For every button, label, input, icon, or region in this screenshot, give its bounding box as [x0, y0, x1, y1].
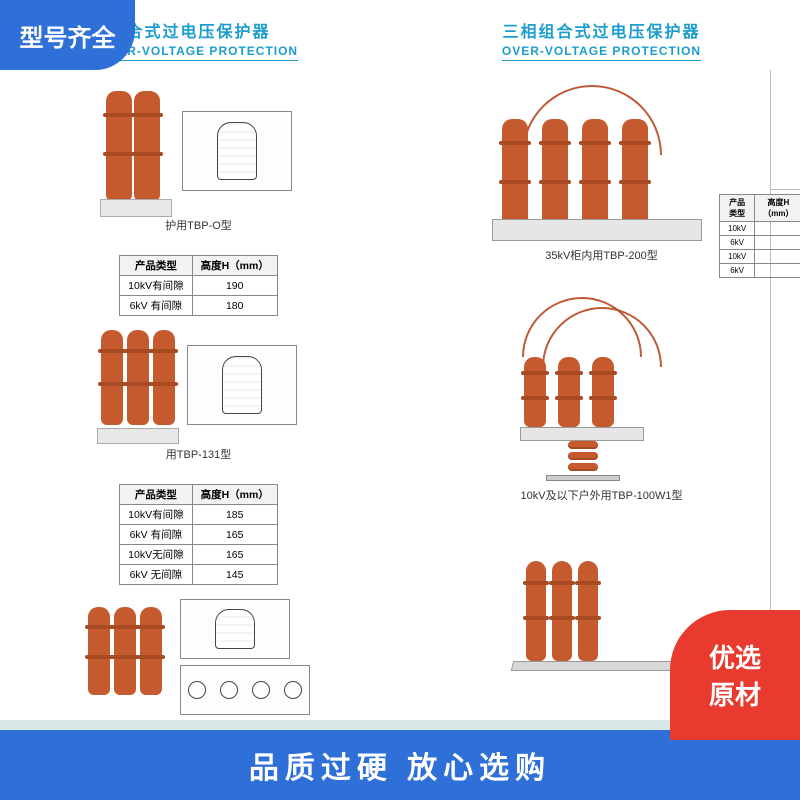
table-row: 10kV有间隙185 — [120, 505, 278, 525]
th: 高度H（mm） — [192, 485, 277, 505]
th: 高度H（mm） — [192, 256, 277, 276]
caption-r0: 35kV柜内用TBP-200型 — [545, 247, 657, 263]
tech-drawing-0 — [182, 111, 292, 191]
table-row: 10kV有间隙190 — [120, 276, 278, 296]
right-header-en: OVER-VOLTAGE PROTECTION — [502, 44, 701, 61]
footer-text: 品质过硬 放心选购 — [249, 743, 551, 787]
product-photo-3 — [88, 607, 166, 707]
product-photo-tbp-o — [106, 91, 166, 211]
table-row: 6kV 有间隙180 — [120, 296, 278, 316]
th: 产品类型 — [120, 485, 192, 505]
badge-br-line2: 原材 — [709, 675, 761, 712]
spec-table-0: 产品类型 高度H（mm） 10kV有间隙190 6kV 有间隙180 — [119, 255, 278, 316]
tech-drawing-1 — [187, 345, 297, 425]
table-row: 6kV 有间隙165 — [120, 525, 278, 545]
badge-model-complete: 型号齐全 — [0, 0, 135, 70]
left-section-1: 用TBP-131型 产品类型 高度H（mm） 10kV有间隙185 6kV 有间… — [14, 330, 383, 599]
spec-table-1: 产品类型 高度H（mm） 10kV有间隙185 6kV 有间隙165 10kV无… — [119, 484, 278, 585]
badge-premium-material: 优选 原材 — [670, 610, 800, 740]
product-photo-tbp-131 — [101, 330, 171, 440]
table-row: 10kV无间隙165 — [120, 545, 278, 565]
product-tbp-100w1: 10kV及以下户外用TBP-100W1型 — [417, 301, 786, 521]
catalog-spread: 合式过电压保护器 OVER-VOLTAGE PROTECTION 护用TBP-O… — [0, 0, 800, 720]
caption-0: 护用TBP-O型 — [165, 217, 232, 233]
left-section-0: 护用TBP-O型 产品类型 高度H（mm） 10kV有间隙190 6kV 有间隙… — [14, 91, 383, 330]
caption-1: 用TBP-131型 — [166, 446, 231, 462]
tech-drawing-2b — [180, 665, 310, 715]
table-row: 6kV 无间隙145 — [120, 565, 278, 585]
badge-br-line1: 优选 — [709, 638, 761, 675]
footer-slogan: 品质过硬 放心选购 — [0, 730, 800, 800]
left-section-2 — [14, 599, 383, 715]
badge-top-text: 型号齐全 — [20, 18, 116, 53]
left-column: 合式过电压保护器 OVER-VOLTAGE PROTECTION 护用TBP-O… — [0, 0, 397, 720]
right-header-cn: 三相组合式过电压保护器 — [417, 18, 786, 42]
caption-r1: 10kV及以下户外用TBP-100W1型 — [521, 487, 683, 503]
tech-drawing-2a — [180, 599, 290, 659]
right-col-header: 三相组合式过电压保护器 OVER-VOLTAGE PROTECTION — [417, 18, 786, 61]
th: 产品类型 — [120, 256, 192, 276]
spec-table-right-cropped: 产品类型高度H（mm） 10kV 6kV 10kV 6kV — [719, 194, 800, 278]
